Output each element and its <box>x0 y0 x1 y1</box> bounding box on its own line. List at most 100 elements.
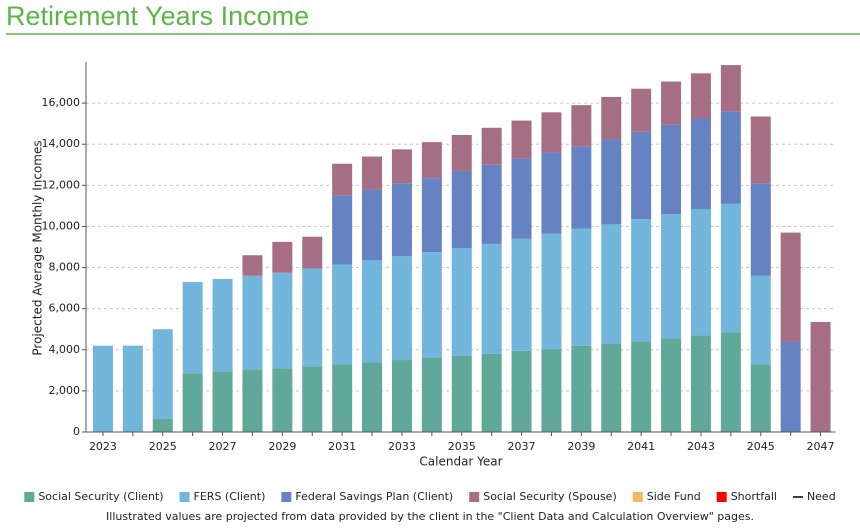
bar-segment <box>92 345 113 432</box>
bar-segment <box>451 355 472 432</box>
y-tick-label: 2,000 <box>49 384 81 397</box>
bar-segment <box>601 224 622 344</box>
legend-label: Federal Savings Plan (Client) <box>295 490 453 503</box>
x-tick-label: 2039 <box>567 440 595 453</box>
y-tick-label: 4,000 <box>49 343 81 356</box>
bar-segment <box>541 348 562 432</box>
bar-segment <box>421 142 442 179</box>
bar-segment <box>720 65 741 112</box>
x-tick-label: 2023 <box>89 440 117 453</box>
bar-segment <box>242 275 263 370</box>
x-tick-label: 2047 <box>807 440 835 453</box>
legend-label: Social Security (Spouse) <box>483 490 617 503</box>
y-tick-label: 16,000 <box>42 96 81 109</box>
bar-segment <box>362 260 383 363</box>
bar-segment <box>661 214 682 339</box>
bar-segment <box>362 189 383 261</box>
bar-segment <box>720 203 741 333</box>
bar-segment <box>601 96 622 140</box>
x-tick-label: 2041 <box>627 440 655 453</box>
x-tick-label: 2035 <box>448 440 476 453</box>
legend-swatch <box>179 492 190 502</box>
bar-segment <box>182 373 203 432</box>
bar-segment <box>481 164 502 244</box>
legend-label: FERS (Client) <box>194 490 266 503</box>
legend-label: Social Security (Client) <box>38 490 163 503</box>
bar-segment <box>690 335 711 432</box>
bar-segment <box>750 183 771 276</box>
bar-segment <box>750 116 771 184</box>
legend-label: Side Fund <box>647 490 701 503</box>
bar-segment <box>601 343 622 432</box>
bar-segment <box>631 219 652 342</box>
legend-swatch <box>24 492 35 502</box>
bar-segment <box>571 105 592 147</box>
bar-segment <box>780 341 801 432</box>
bar-segment <box>272 241 293 273</box>
bar-segment <box>391 183 412 257</box>
x-tick-label: 2025 <box>149 440 177 453</box>
bar-segment <box>601 139 622 225</box>
legend-label: Shortfall <box>731 490 777 503</box>
bar-segment <box>690 208 711 336</box>
bar-segment <box>302 366 323 432</box>
bar-segment <box>511 238 532 351</box>
bar-segment <box>661 81 682 125</box>
bar-segment <box>421 178 442 253</box>
bar-segment <box>661 338 682 432</box>
bar-segment <box>690 118 711 209</box>
legend-swatch <box>716 492 727 502</box>
bar-segment <box>451 170 472 249</box>
bar-segment <box>242 255 263 276</box>
bar-segment <box>212 371 233 432</box>
y-tick-label: 6,000 <box>49 302 81 315</box>
legend-label: Need <box>807 490 836 503</box>
bar-segment <box>780 232 801 342</box>
bar-segment <box>272 272 293 369</box>
bar-segment <box>571 345 592 432</box>
bar-segment <box>511 158 532 239</box>
bar-segment <box>302 236 323 269</box>
x-axis-title: Calendar Year <box>419 455 502 469</box>
bar-segment <box>720 111 741 204</box>
bar-segment <box>511 120 532 159</box>
bar-segment <box>541 112 562 153</box>
bar-segment <box>332 364 353 432</box>
bar-segment <box>810 322 831 432</box>
bar-segment <box>362 156 383 190</box>
bar-segment <box>481 243 502 354</box>
bar-segment <box>750 364 771 432</box>
bar-segment <box>332 163 353 196</box>
x-tick-label: 2045 <box>747 440 775 453</box>
bar-segment <box>451 134 472 171</box>
bar-segment <box>362 362 383 432</box>
bar-segment <box>421 358 442 432</box>
x-tick-label: 2043 <box>687 440 715 453</box>
bar-segment <box>122 345 143 432</box>
y-tick-label: 10,000 <box>42 219 81 232</box>
y-tick-label: 0 <box>73 425 80 438</box>
legend-swatch <box>469 492 480 502</box>
bar-segment <box>152 418 173 432</box>
bar-segment <box>750 275 771 365</box>
bar-segment <box>272 368 293 432</box>
bar-segment <box>571 228 592 346</box>
bar-segment <box>511 350 532 432</box>
bar-segment <box>391 149 412 184</box>
bar-segment <box>391 256 412 361</box>
bar-segment <box>242 369 263 432</box>
bar-segment <box>332 264 353 365</box>
x-tick-label: 2027 <box>209 440 237 453</box>
bar-segment <box>631 131 652 220</box>
bar-segment <box>690 73 711 119</box>
x-tick-label: 2033 <box>388 440 416 453</box>
bar-segment <box>661 124 682 215</box>
y-tick-label: 8,000 <box>49 261 81 274</box>
bar-segment <box>631 341 652 432</box>
bar-segment <box>541 152 562 234</box>
x-tick-label: 2029 <box>268 440 296 453</box>
bar-segment <box>481 353 502 432</box>
y-tick-label: 12,000 <box>42 178 81 191</box>
legend-swatch <box>281 492 292 502</box>
